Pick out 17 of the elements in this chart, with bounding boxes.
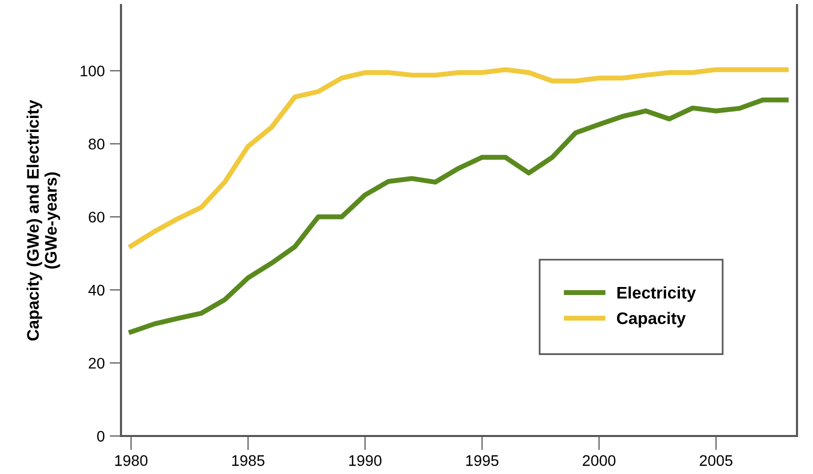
y-tick-label: 100: [80, 66, 104, 76]
line-series: [128, 67, 789, 248]
y-tick-label: 60: [88, 212, 104, 223]
x-tick-label: 2000: [582, 455, 616, 466]
x-tick-label: 2005: [700, 455, 732, 466]
x-tick-label: 1990: [349, 455, 382, 466]
legend-label: Electricity: [617, 286, 696, 302]
x-tick-label: 1980: [115, 455, 148, 466]
legend-label: Capacity: [616, 312, 686, 328]
x-tick-label: 1985: [232, 455, 264, 466]
y-tick-label: 40: [88, 284, 104, 296]
y-tick-label: 80: [88, 138, 104, 150]
x-tick-label: 1995: [466, 455, 498, 466]
y-tick-label: 20: [88, 358, 104, 369]
y-axis-title: Capacity (GWe) and Electricity (GWe-years): [26, 100, 60, 341]
y-tick-label: 0: [97, 430, 104, 442]
line-series: [128, 98, 789, 334]
